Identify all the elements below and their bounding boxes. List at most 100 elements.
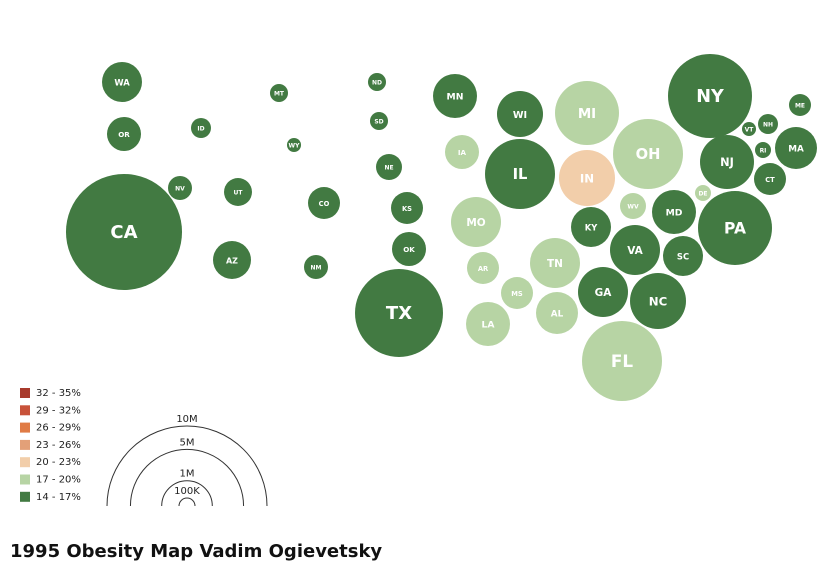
legend-swatch [20, 491, 30, 502]
state-bubble [102, 62, 142, 102]
state-label: MO [466, 217, 485, 229]
state-label: OK [403, 245, 415, 254]
state-bubble [630, 273, 686, 329]
legend-label: 23 - 26% [36, 440, 81, 451]
state-bubble [450, 196, 502, 248]
state-label: VA [627, 245, 643, 257]
state-label: OR [118, 130, 130, 139]
state-label: NH [763, 122, 773, 129]
state-label: UT [234, 190, 244, 197]
state-label: CA [110, 222, 137, 243]
state-label: WA [114, 78, 130, 88]
state-bubble [663, 236, 703, 276]
state-bubble [213, 241, 251, 279]
state-label: MS [511, 290, 523, 298]
state-bubble [555, 81, 619, 145]
legend-swatch [20, 439, 30, 450]
state-label: WY [289, 143, 301, 150]
state-bubble [191, 118, 211, 138]
state-bubble [668, 54, 752, 138]
state-label: WV [627, 204, 639, 211]
state-bubble [367, 72, 387, 92]
state-label: NV [175, 186, 185, 193]
state-bubble [355, 269, 443, 357]
legend-label: 20 - 23% [36, 457, 81, 468]
legend-swatch [20, 422, 30, 433]
state-bubble [485, 139, 555, 209]
state-label: MA [788, 145, 804, 155]
state-label: TN [547, 258, 563, 270]
state-label: KY [585, 223, 598, 233]
state-bubble [613, 119, 683, 189]
state-label: KS [402, 205, 412, 213]
state-bubble [698, 191, 772, 265]
state-bubble [577, 266, 629, 318]
state-label: AL [551, 310, 564, 320]
size-label: 5M [180, 437, 195, 448]
state-label: PA [724, 220, 746, 238]
legend-swatch [20, 388, 30, 398]
state-label: TX [386, 303, 412, 324]
state-bubble [571, 207, 611, 247]
state-label: WI [513, 110, 527, 121]
state-label: ID [197, 126, 204, 133]
state-bubble [444, 134, 480, 170]
state-label: FL [611, 351, 633, 371]
state-label: ME [795, 103, 805, 110]
state-bubble [269, 83, 289, 103]
state-label: NC [649, 295, 667, 309]
legend-label: 17 - 20% [36, 475, 81, 486]
legend-label: 29 - 32% [36, 405, 81, 416]
size-arc [106, 425, 268, 507]
state-bubble [466, 302, 510, 346]
state-bubble [391, 231, 427, 267]
state-bubble [609, 224, 661, 276]
legend-swatch [20, 405, 30, 416]
state-bubble [308, 187, 340, 219]
state-bubble [695, 185, 711, 201]
state-label: NM [311, 265, 322, 272]
state-label: NE [384, 165, 393, 172]
state-label: SD [374, 119, 383, 126]
state-bubble [789, 94, 811, 116]
state-bubble [536, 292, 578, 334]
state-bubble [65, 173, 183, 291]
state-label: SC [677, 252, 689, 262]
state-bubble [286, 137, 302, 153]
state-label: OH [636, 146, 661, 163]
state-label: NJ [720, 155, 734, 169]
state-label: AR [478, 265, 489, 273]
state-label: IA [458, 148, 467, 157]
legend-label: 32 - 35% [36, 388, 81, 399]
state-bubble [775, 127, 817, 169]
state-bubble [501, 277, 533, 309]
legend-label: 14 - 17% [36, 492, 81, 503]
state-bubble [224, 178, 252, 206]
state-bubble [496, 90, 544, 138]
state-label: DE [698, 191, 707, 198]
state-bubble [304, 255, 328, 279]
state-bubble [582, 321, 662, 401]
legend-swatch [20, 457, 30, 468]
state-bubble [758, 114, 778, 134]
state-label: MD [666, 208, 683, 219]
state-bubble [106, 116, 142, 152]
state-bubble [700, 135, 754, 189]
state-bubble [376, 154, 402, 180]
state-label: MI [578, 107, 596, 122]
title: 1995 Obesity Map Vadim Ogievetsky [10, 541, 382, 562]
size-label: 10M [176, 414, 197, 425]
state-label: MT [274, 91, 285, 98]
legend-label: 26 - 29% [36, 423, 81, 434]
state-label: IN [580, 172, 594, 186]
state-label: VT [745, 127, 755, 134]
state-label: MN [447, 92, 464, 103]
state-label: LA [481, 320, 495, 331]
state-bubble [755, 142, 771, 158]
state-bubble [559, 150, 615, 206]
state-bubble [168, 176, 192, 200]
state-label: ND [372, 80, 382, 87]
state-bubble [391, 192, 423, 224]
